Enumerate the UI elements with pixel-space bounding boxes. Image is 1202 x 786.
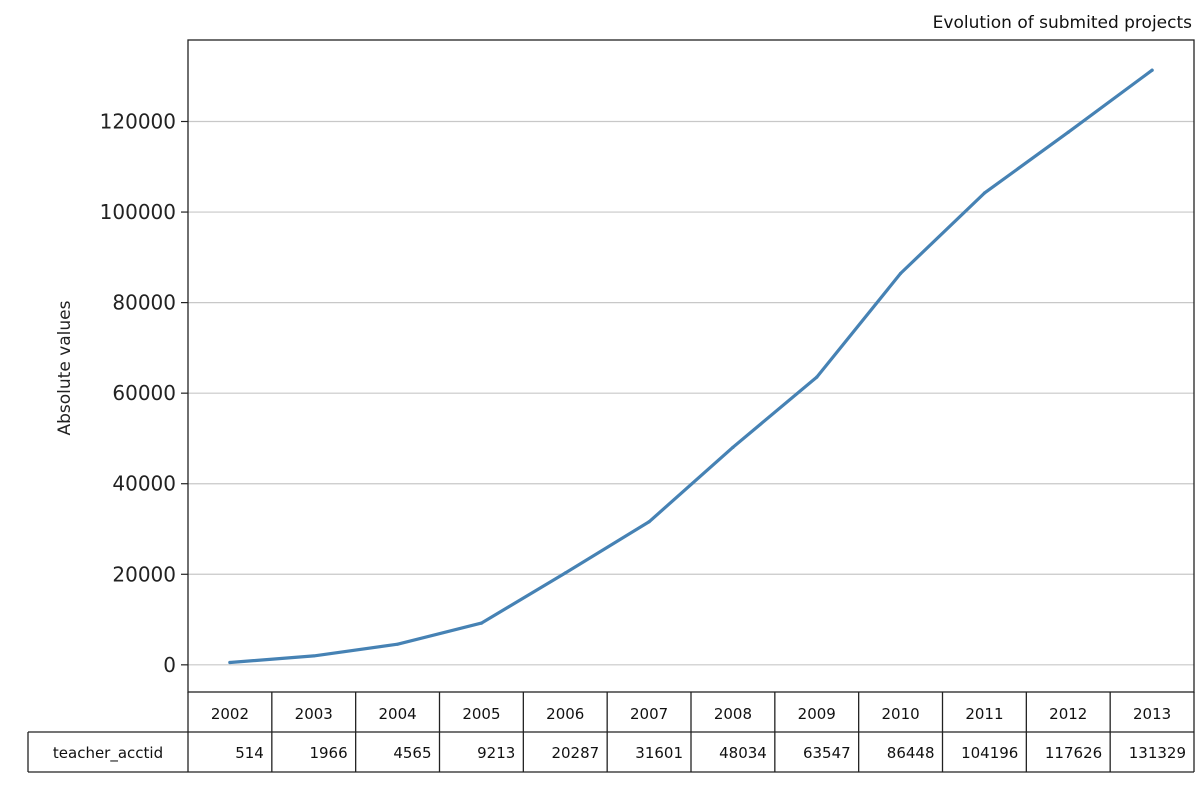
data-point: [1150, 68, 1154, 72]
chart-title: Evolution of submited projects: [933, 13, 1192, 33]
table-header-cell: 2007: [630, 705, 668, 723]
table-value-cell: 514: [235, 744, 264, 762]
table-row-label: teacher_acctid: [53, 744, 163, 763]
data-point: [228, 660, 232, 665]
grid-lines: [188, 120, 1194, 666]
y-tick-label: 20000: [112, 562, 176, 586]
table-header-cell: 2002: [211, 705, 249, 723]
table-value-cell: 63547: [803, 744, 851, 762]
data-point: [815, 375, 819, 379]
series-lines: [228, 68, 1154, 665]
y-tick-label: 100000: [100, 200, 176, 224]
y-tick-label: 80000: [112, 291, 176, 315]
table-header-cell: 2006: [546, 705, 584, 723]
table-header-cell: 2003: [295, 705, 333, 723]
table-value-cell: 4565: [393, 744, 431, 762]
data-point: [898, 271, 903, 276]
table-value-cell: 48034: [719, 744, 767, 762]
data-point: [563, 571, 567, 575]
y-tick-label: 60000: [112, 381, 176, 405]
data-point: [312, 654, 316, 658]
table-header-cell: 2009: [798, 705, 836, 723]
table-value-cell: 86448: [887, 744, 935, 762]
table-value-cell: 104196: [961, 744, 1018, 762]
table-header-cell: 2005: [462, 705, 500, 723]
table-header-cell: 2004: [378, 705, 416, 723]
y-tick-label: 0: [163, 653, 176, 677]
table-value-cell: 131329: [1129, 744, 1186, 762]
data-point: [982, 191, 987, 195]
table-value-cell: 20287: [551, 744, 599, 762]
plot-frame: [187, 39, 1195, 693]
table-header-cell: 2010: [881, 705, 919, 723]
data-point: [479, 621, 484, 625]
table-header-cell: 2013: [1133, 705, 1171, 723]
table-value-cell: 117626: [1045, 744, 1102, 762]
data-table: teacher_acctid 2002 514 2003 1966 2004 4565 200…: [27, 692, 1195, 773]
data-point: [647, 520, 651, 524]
table-header-cell: 2011: [965, 705, 1003, 723]
y-tick-label: 40000: [112, 472, 176, 496]
series-line-teacher_acctid: [228, 68, 1154, 665]
data-point: [1066, 130, 1070, 134]
table-value-cell: 1966: [309, 744, 347, 762]
y-axis-label: Absolute values: [55, 300, 75, 435]
data-point: [731, 445, 735, 449]
table-value-cell: 31601: [635, 744, 683, 762]
table-header-cell: 2008: [714, 705, 752, 723]
y-tick-label: 120000: [100, 110, 176, 134]
y-ticks: 0 20000 40000 60000 80000 100000 120000: [100, 110, 188, 677]
table-header-cell: 2012: [1049, 705, 1087, 723]
table-value-cell: 9213: [477, 744, 515, 762]
data-point: [395, 642, 400, 646]
